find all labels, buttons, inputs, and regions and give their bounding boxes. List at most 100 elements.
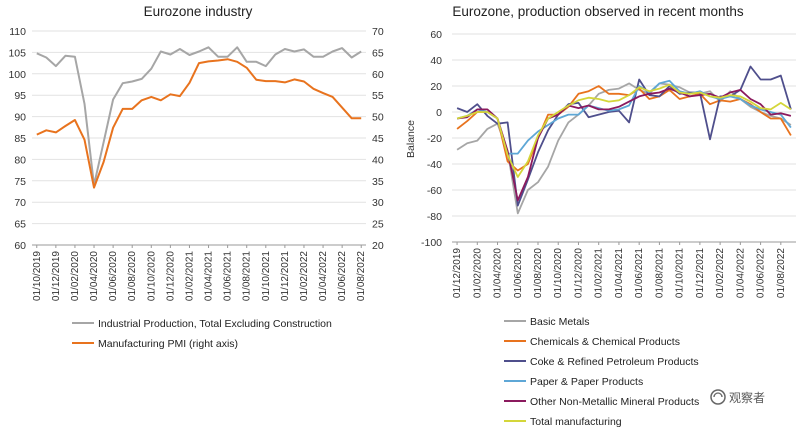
- left-y-tick-label: 90: [14, 112, 26, 124]
- right-x-tick-label: 01/12/2021: [695, 248, 706, 298]
- left-y-tick-label: 80: [14, 154, 26, 166]
- left-y-tick-label: 95: [14, 90, 26, 102]
- watermark-logo-icon: [710, 389, 726, 405]
- right-x-tick-label: 01/04/2020: [493, 248, 504, 298]
- right-x-tick-label: 01/02/2022: [715, 248, 726, 298]
- legend-label-total-manufacturing: Total manufacturing: [530, 416, 622, 428]
- left-chart-right-y-ticks: 20 25 30 35 40 45 50 55 60 65 70: [372, 26, 384, 252]
- left-x-tick-label: 01/02/2021: [184, 251, 195, 301]
- right-y-tick-label: 50: [372, 112, 384, 124]
- left-x-tick-label: 01/12/2019: [51, 251, 62, 301]
- watermark: 观察者: [710, 389, 765, 405]
- right-y-tick-label: 0: [436, 107, 442, 119]
- right-y-tick-label: 30: [372, 197, 384, 209]
- right-x-tick-label: 01/10/2021: [675, 248, 686, 298]
- right-y-tick-label: -100: [421, 237, 442, 249]
- right-x-tick-label: 01/06/2022: [756, 248, 767, 298]
- right-x-tick-label: 01/12/2019: [452, 248, 463, 298]
- right-y-tick-label: 45: [372, 133, 384, 145]
- right-x-tick-label: 01/10/2020: [553, 248, 564, 298]
- right-chart-title: Eurozone, production observed in recent …: [452, 4, 743, 19]
- series-line-manufacturing-pmi-right-axis: [36, 58, 362, 189]
- right-legend: Basic Metals Chemicals & Chemical Product…: [504, 316, 699, 428]
- right-x-tick-label: 01/08/2022: [776, 248, 787, 298]
- right-x-tick-label: 01/02/2021: [594, 248, 605, 298]
- left-x-tick-label: 01/06/2022: [337, 251, 348, 301]
- left-x-ticks: 01/10/2019 01/12/2019 01/02/2020 01/04/2020…: [32, 245, 367, 301]
- right-grid: [452, 33, 796, 217]
- series-line-coke-refined-petroleum-products: [456, 65, 792, 207]
- left-y-tick-label: 100: [8, 69, 26, 81]
- left-x-tick-label: 01/12/2020: [165, 251, 176, 301]
- right-y-tick-label: 60: [372, 69, 384, 81]
- left-y-ticks: 60 65 70 75 80 85 90 95 100 105 110: [8, 26, 26, 252]
- left-y-tick-label: 65: [14, 219, 26, 231]
- left-x-tick-label: 01/08/2020: [127, 251, 138, 301]
- left-x-tick-label: 01/04/2021: [204, 251, 215, 301]
- right-y-tick-label: 20: [430, 81, 442, 93]
- right-series: [456, 65, 792, 215]
- left-series: [36, 46, 362, 189]
- left-y-tick-label: 110: [9, 26, 26, 38]
- legend-label-basic-metals: Basic Metals: [530, 316, 590, 328]
- right-x-tick-label: 01/04/2022: [735, 248, 746, 298]
- left-chart-title: Eurozone industry: [144, 4, 253, 19]
- right-y-tick-label: 60: [430, 29, 442, 41]
- left-x-tick-label: 01/04/2020: [89, 251, 100, 301]
- right-x-tick-label: 01/02/2020: [472, 248, 483, 298]
- left-y-tick-label: 70: [14, 197, 26, 209]
- watermark-text: 观察者: [729, 391, 765, 405]
- watermark-logo-mark-icon: [713, 392, 723, 398]
- left-y-tick-label: 105: [8, 47, 26, 59]
- legend-label-coke-refined-petroleum-products: Coke & Refined Petroleum Products: [530, 356, 699, 368]
- right-x-ticks: 01/12/2019 01/02/2020 01/04/2020 01/06/2020…: [452, 242, 787, 298]
- left-x-tick-label: 01/02/2022: [299, 251, 310, 301]
- right-x-tick-label: 01/06/2020: [513, 248, 524, 298]
- right-x-tick-label: 01/04/2021: [614, 248, 625, 298]
- right-x-tick-label: 01/08/2020: [533, 248, 544, 298]
- right-chart: Eurozone, production observed in recent …: [405, 4, 796, 428]
- left-y-tick-label: 60: [14, 240, 26, 252]
- right-y-tick-label: -60: [427, 185, 442, 197]
- left-x-tick-label: 01/10/2020: [146, 251, 157, 301]
- right-y-tick-label: 40: [430, 55, 442, 67]
- series-line-paper-paper-products: [456, 79, 792, 155]
- left-y-tick-label: 75: [14, 176, 26, 188]
- right-y-tick-label: 25: [372, 219, 384, 231]
- right-x-tick-label: 01/08/2021: [654, 248, 665, 298]
- right-x-tick-label: 01/12/2020: [573, 248, 584, 298]
- right-y-tick-label: 70: [372, 26, 384, 38]
- right-chart-ylabel: Balance: [405, 120, 417, 158]
- right-y-tick-label: 55: [372, 90, 384, 102]
- left-x-tick-label: 01/08/2021: [242, 251, 253, 301]
- legend-label-manufacturing-pmi: Manufacturing PMI (right axis): [98, 338, 238, 350]
- left-x-tick-label: 01/02/2020: [70, 251, 81, 301]
- left-x-tick-label: 01/06/2020: [108, 251, 119, 301]
- left-x-tick-label: 01/12/2021: [280, 251, 291, 301]
- right-y-ticks: -100 -80 -60 -40 -20 0 20 40 60: [421, 29, 442, 249]
- right-y-tick-label: -40: [427, 159, 442, 171]
- right-y-tick-label: 20: [372, 240, 384, 252]
- left-legend: Industrial Production, Total Excluding C…: [72, 318, 332, 350]
- legend-label-industrial-production: Industrial Production, Total Excluding C…: [98, 318, 332, 330]
- left-grid: [32, 30, 366, 225]
- right-y-tick-label: 40: [372, 154, 384, 166]
- legend-label-paper-paper-products: Paper & Paper Products: [530, 376, 643, 388]
- legend-label-other-non-metallic-mineral-products: Other Non-Metallic Mineral Products: [530, 396, 699, 408]
- right-y-tick-label: -80: [427, 211, 442, 223]
- right-y-tick-label: 65: [372, 47, 384, 59]
- right-x-tick-label: 01/06/2021: [634, 248, 645, 298]
- left-x-tick-label: 01/10/2021: [261, 251, 272, 301]
- right-y-tick-label: 35: [372, 176, 384, 188]
- series-line-industrial-production-total-excluding-construction: [36, 46, 362, 187]
- legend-label-chemicals-chemical-products: Chemicals & Chemical Products: [530, 336, 680, 348]
- series-line-other-non-metallic-mineral-products: [456, 87, 792, 202]
- left-chart: Eurozone industry 60 65 70 75 80 85 90 95 100 105…: [8, 4, 383, 350]
- series-line-total-manufacturing: [456, 83, 792, 178]
- left-x-tick-label: 01/08/2022: [356, 251, 367, 301]
- left-x-tick-label: 01/04/2022: [318, 251, 329, 301]
- right-y-tick-label: -20: [427, 133, 442, 145]
- left-x-tick-label: 01/06/2021: [223, 251, 234, 301]
- left-y-tick-label: 85: [14, 133, 26, 145]
